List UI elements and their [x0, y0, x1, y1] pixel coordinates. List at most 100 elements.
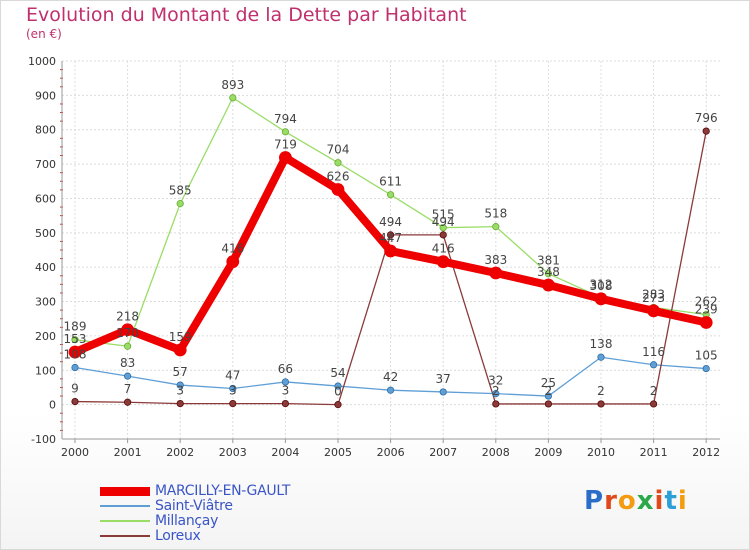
y-tick-label: 1000 [28, 55, 56, 68]
data-point [124, 372, 132, 380]
data-label: 138 [590, 337, 613, 351]
y-tick-label: 300 [35, 296, 56, 309]
data-label: 796 [695, 111, 718, 125]
legend-swatch [100, 520, 150, 522]
series-points [68, 94, 713, 409]
logo-letter: t [664, 486, 678, 516]
data-labels: 1532181594167196264474163833483082732391… [64, 78, 718, 399]
x-tick-label: 2000 [61, 446, 89, 459]
legend-label: Saint-Viâtre [155, 498, 233, 514]
data-point [439, 224, 447, 232]
data-label: 893 [221, 78, 244, 92]
data-label: 416 [432, 242, 455, 256]
data-point [331, 183, 345, 196]
data-label: 381 [537, 254, 560, 268]
data-label: 494 [432, 215, 455, 229]
data-point [281, 128, 289, 136]
data-label: 611 [379, 175, 402, 189]
data-label: 3 [229, 384, 237, 398]
x-tick-label: 2009 [534, 446, 562, 459]
data-point [492, 400, 500, 408]
data-point [544, 400, 553, 408]
data-label: 0 [334, 385, 342, 399]
y-tick-label: 500 [35, 227, 56, 240]
data-point [386, 191, 395, 199]
chart-title: Evolution du Montant de la Dette par Hab… [26, 4, 467, 26]
data-point [649, 361, 658, 369]
data-point [439, 231, 447, 239]
data-point [281, 378, 289, 386]
data-point [334, 382, 342, 390]
data-point [542, 278, 555, 292]
data-point [597, 353, 605, 361]
x-tick-label: 2012 [692, 446, 720, 459]
data-label: 273 [642, 291, 665, 305]
data-point [492, 223, 500, 231]
y-tick-label: 200 [35, 330, 56, 343]
data-label: 719 [274, 138, 297, 152]
data-label: 170 [116, 326, 139, 340]
data-point [124, 398, 132, 406]
data-label: 3 [282, 384, 290, 398]
data-point [226, 255, 240, 269]
legend-swatch [100, 487, 150, 496]
data-point [281, 400, 289, 408]
data-point [121, 323, 134, 337]
data-point [334, 401, 342, 409]
legend-label: Loreux [155, 528, 201, 544]
data-point [544, 392, 553, 400]
data-label: 2 [650, 384, 658, 398]
logo-letter: i [677, 486, 688, 516]
data-label: 7 [124, 382, 132, 396]
data-point [278, 151, 292, 164]
logo-letter: r [604, 486, 618, 516]
y-tick-label: 0 [49, 399, 56, 412]
data-point [649, 400, 658, 408]
data-point [647, 304, 660, 318]
data-label: 54 [330, 366, 345, 380]
data-label: 283 [642, 287, 665, 301]
logo-letter: x [636, 486, 655, 516]
data-label: 2 [492, 384, 500, 398]
data-label: 383 [484, 253, 507, 267]
data-label: 25 [541, 376, 556, 390]
y-tick-label: 100 [35, 364, 56, 377]
data-point [384, 244, 398, 258]
data-label: 2 [597, 384, 605, 398]
data-point [68, 345, 82, 359]
x-tick-label: 2006 [377, 446, 405, 459]
proxiti-logo: Proxiti [584, 486, 688, 516]
x-tick-label: 2008 [482, 446, 510, 459]
y-tick-label: 800 [35, 124, 56, 137]
y-tick-label: 400 [35, 261, 56, 274]
data-label: 794 [274, 112, 297, 126]
data-label: 308 [590, 279, 613, 293]
data-label: 105 [695, 349, 718, 363]
data-point [702, 127, 710, 135]
line-chart: -100 0 100 200 300 400 500 600 700 800 900 1000 2000… [28, 55, 720, 459]
data-point [544, 270, 553, 278]
data-label: 585 [169, 184, 192, 198]
data-label: 47 [225, 368, 240, 382]
data-point [334, 159, 342, 167]
y-tick-label: -100 [31, 433, 56, 446]
data-label: 3 [176, 384, 184, 398]
data-label: 262 [695, 295, 718, 309]
data-label: 83 [120, 356, 135, 370]
x-tick-label: 2001 [114, 446, 142, 459]
axes: -100 0 100 200 300 400 500 600 700 800 900 1000 2000… [28, 55, 720, 459]
y-tick-label: 600 [35, 192, 56, 205]
data-label: 626 [327, 170, 350, 184]
data-point [173, 343, 187, 357]
data-label: 66 [278, 362, 293, 376]
data-label: 218 [116, 310, 139, 324]
data-label: 153 [64, 332, 87, 346]
data-point [176, 400, 184, 408]
logo-letter: P [584, 486, 605, 516]
data-label: 32 [488, 374, 503, 388]
data-label: 312 [590, 277, 613, 291]
legend-swatch [100, 505, 150, 507]
data-point [439, 388, 447, 396]
data-label: 447 [379, 231, 402, 245]
data-point [492, 390, 500, 398]
